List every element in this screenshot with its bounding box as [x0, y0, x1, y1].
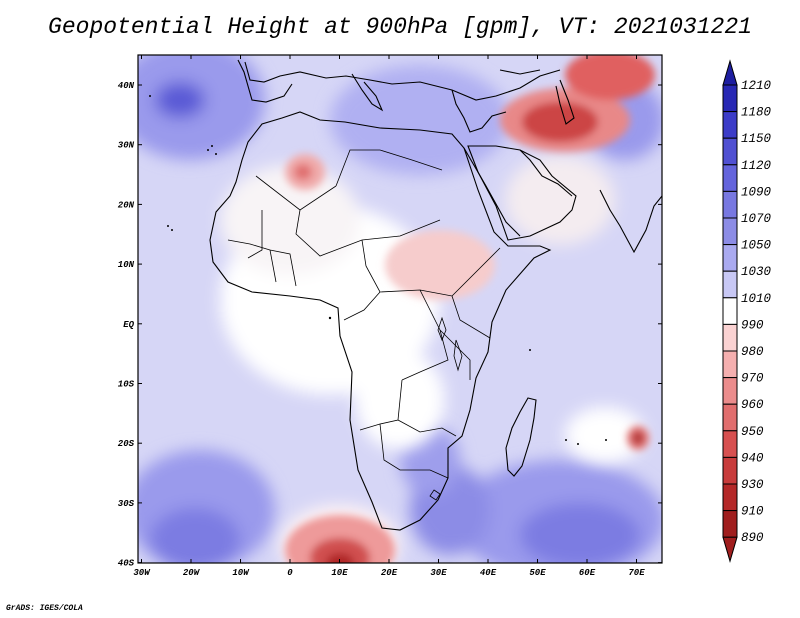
y-tick-label: 10N: [118, 260, 135, 270]
colorbar-segment: [722, 111, 738, 139]
colorbar-segment: [722, 190, 738, 219]
colorbar-label: 1090: [741, 185, 772, 199]
colorbar-segment: [722, 350, 738, 379]
x-tick-label: 60E: [579, 568, 596, 578]
colorbar-label: 950: [741, 425, 764, 439]
height-field: [138, 55, 662, 563]
island-specks: [149, 95, 607, 445]
colorbar-segment: [722, 483, 738, 512]
colorbar-label: 980: [741, 345, 764, 359]
blue-high-zones: [138, 55, 662, 563]
africa-coastline: [209, 111, 552, 531]
colorbar-segment: [722, 510, 738, 538]
colorbar-segment: [722, 137, 738, 166]
colorbar-label: 960: [741, 398, 764, 412]
x-tick-label: 40E: [480, 568, 497, 578]
colorbar-segment: [722, 403, 738, 432]
y-tick-label: EQ: [123, 320, 134, 330]
colorbar-label: 970: [741, 372, 764, 386]
colorbar-label: 1070: [741, 212, 772, 226]
y-tick-label: 30S: [118, 499, 135, 509]
india-coastline: [599, 189, 662, 254]
y-tick-label: 40N: [118, 81, 135, 91]
black-caspian-coastline: [499, 69, 575, 125]
colorbar-label: 990: [741, 318, 764, 332]
coastlines: [209, 59, 662, 531]
x-tick-label: 10W: [232, 568, 250, 578]
axis-ticks: 30W 20W 10W 0 10E 20E 30E 40E 50E 60E 70E 40N 30N 20N…: [118, 55, 662, 578]
x-tick-label: 30W: [133, 568, 151, 578]
x-tick-label: 70E: [628, 568, 645, 578]
italy-coastline: [351, 73, 384, 112]
mediterranean-east-coastline: [451, 89, 507, 133]
colorbar-segment: [722, 244, 738, 272]
colorbar-label: 1030: [741, 265, 772, 279]
x-tick-label: 0: [287, 568, 293, 578]
europe-coastline: [244, 61, 561, 101]
border-lines: [227, 149, 501, 479]
plot-frame: [137, 54, 663, 564]
x-tick-label: 50E: [529, 568, 546, 578]
y-tick-label: 20S: [118, 439, 135, 449]
colorbar-label: 910: [741, 505, 764, 519]
x-tick-label: 20E: [381, 568, 398, 578]
colorbar-label: 1210: [741, 79, 772, 93]
y-tick-label: 40S: [118, 559, 135, 569]
colorbar-label: 1150: [741, 132, 772, 146]
colorbar-label: 1120: [741, 159, 772, 173]
colorbar-segment: [722, 377, 738, 405]
x-tick-label: 30E: [430, 568, 447, 578]
lake-outlines: [429, 316, 463, 501]
colorbar-label: 1180: [741, 106, 772, 120]
colorbar-segment: [722, 456, 738, 485]
colorbar-label: 940: [741, 451, 764, 465]
chart-title: Geopotential Height at 900hPa [gpm], VT:…: [48, 14, 752, 40]
colorbar-label: 1050: [741, 239, 772, 253]
colorbar-segment: [722, 217, 738, 246]
footer-credit: GrADS: IGES/COLA: [6, 604, 83, 613]
colorbar-segment: [722, 297, 738, 325]
madagascar-coastline: [505, 397, 537, 477]
colorbar-segment: [722, 323, 738, 352]
red-sea-coastline: [463, 147, 521, 237]
colorbar-segment: [722, 270, 738, 299]
colorbar-label: 930: [741, 478, 764, 492]
persian-gulf-coastline: [519, 149, 573, 197]
colorbar: 1210 1180 1150 1120 1090 1070 1050 1030 1010 990 9…: [722, 59, 772, 563]
colorbar-bottom-arrow: [722, 536, 738, 563]
y-tick-label: 10S: [118, 380, 135, 390]
colorbar-segment: [722, 84, 738, 113]
colorbar-segment: [722, 164, 738, 192]
country-borders: [227, 149, 501, 501]
x-tick-label: 20W: [183, 568, 201, 578]
iberia-coastline: [237, 59, 293, 103]
colorbar-label: 1010: [741, 292, 772, 306]
y-tick-label: 30N: [118, 141, 135, 151]
colorbar-segment: [722, 430, 738, 458]
colorbar-top-arrow: [722, 59, 738, 86]
y-tick-label: 20N: [118, 200, 135, 210]
colorbar-label: 890: [741, 531, 764, 545]
x-tick-label: 10E: [331, 568, 348, 578]
